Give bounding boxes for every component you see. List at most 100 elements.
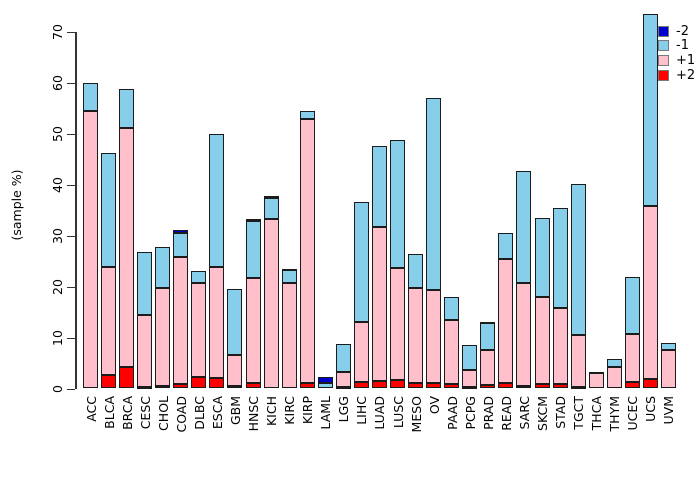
x-label-KICH: KICH — [264, 395, 280, 426]
x-label-OV: OV — [426, 395, 442, 414]
bar-segment-TGCT-+1 — [570, 335, 586, 387]
y-tick — [67, 31, 75, 34]
bar-segment-CESC-+2 — [137, 387, 153, 390]
x-label-KIRC: KIRC — [282, 395, 298, 425]
bar-segment-SARC--1 — [516, 170, 532, 284]
bar-segment-HNSC--1 — [245, 220, 261, 279]
bar-segment-STAD-+1 — [552, 307, 568, 385]
bar-segment-THCA-+1 — [588, 373, 604, 389]
legend-swatch--2 — [658, 25, 669, 37]
bar-segment-LUAD-+2 — [371, 381, 387, 389]
legend-row-+1: +1 — [658, 53, 695, 68]
y-tick — [67, 337, 75, 340]
legend-label--1: -1 — [676, 38, 689, 54]
bar-segment-TGCT-+2 — [570, 386, 586, 389]
x-label-TGCT: TGCT — [571, 395, 587, 430]
bar-segment-ESCA-+2 — [209, 378, 225, 389]
x-label-THYM: THYM — [607, 395, 623, 431]
bar-segment-LUSC--1 — [390, 139, 406, 269]
bar-segment-COAD--1 — [173, 233, 189, 257]
x-label-LAML: LAML — [318, 395, 334, 430]
x-label-SARC: SARC — [516, 395, 532, 430]
bar-segment-LGG--1 — [335, 343, 351, 373]
y-tick — [67, 286, 75, 289]
legend-row--2: -2 — [658, 24, 695, 39]
bar-segment-LIHC--1 — [353, 201, 369, 322]
legend-swatch--1 — [658, 40, 669, 52]
x-label-DLBC: DLBC — [191, 395, 207, 430]
legend-swatch-+1 — [658, 54, 669, 66]
bar-segment-PAAD--1 — [444, 296, 460, 320]
bar-segment-ACC-+1 — [83, 111, 98, 389]
bar-segment-CHOL--1 — [155, 246, 171, 289]
bar-segment-COAD--2 — [173, 230, 189, 234]
bar-segment-BRCA-+2 — [119, 366, 135, 389]
x-label-ACC: ACC — [83, 395, 99, 422]
x-label-LUAD: LUAD — [372, 395, 388, 430]
x-label-UVM: UVM — [661, 395, 677, 425]
bar-segment-CESC-+1 — [137, 314, 153, 388]
bar-segment-BLCA-+1 — [101, 266, 117, 376]
x-label-PCPG: PCPG — [462, 395, 478, 430]
y-tick-label: 30 — [50, 227, 65, 244]
x-label-PAAD: PAAD — [444, 395, 460, 430]
bar-segment-MESO-+2 — [408, 382, 424, 389]
y-axis-title: (sample %) — [9, 169, 24, 241]
x-label-STAD: STAD — [553, 395, 569, 429]
bar-segment-GBM-+1 — [227, 354, 243, 386]
bar-segment-BRCA-+1 — [119, 128, 135, 367]
y-axis-line — [75, 32, 77, 389]
y-tick-label: 50 — [50, 125, 65, 142]
bar-segment-PAAD-+1 — [444, 319, 460, 385]
y-tick-label: 10 — [50, 329, 65, 346]
y-tick-label: 60 — [50, 74, 65, 91]
x-label-LUSC: LUSC — [390, 395, 406, 428]
bar-segment-LAML--1 — [317, 382, 333, 389]
bar-segment-LIHC-+1 — [353, 321, 369, 382]
bar-segment-HNSC--2 — [245, 219, 261, 222]
bar-segment-THYM-+1 — [606, 367, 622, 389]
x-label-HNSC: HNSC — [246, 395, 262, 431]
bar-segment-HNSC-+1 — [245, 278, 261, 384]
y-tick — [67, 184, 75, 187]
bar-segment-UCS-+2 — [642, 379, 658, 389]
bar-segment-OV--1 — [426, 98, 442, 291]
bar-segment-READ--1 — [498, 233, 514, 260]
x-label-BLCA: BLCA — [101, 395, 117, 429]
x-label-CHOL: CHOL — [155, 395, 171, 431]
bar-segment-MESO--1 — [408, 253, 424, 289]
bar-segment-CHOL-+1 — [155, 288, 171, 386]
y-tick — [67, 388, 75, 390]
x-label-MESO: MESO — [408, 395, 424, 432]
x-label-SKCM: SKCM — [535, 395, 550, 431]
x-label-KIRP: KIRP — [300, 395, 316, 424]
x-label-THCA: THCA — [589, 395, 605, 430]
bar-segment-LUAD--1 — [371, 146, 387, 227]
legend-label-+1: +1 — [676, 52, 696, 68]
legend: -2 -1 +1 +2 — [658, 24, 695, 82]
legend-row-+2: +2 — [658, 68, 695, 83]
bar-segment-UCS--1 — [642, 14, 658, 207]
bar-segment-KIRC--2 — [281, 269, 297, 272]
bar-segment-STAD--1 — [552, 208, 568, 308]
bar-segment-BRCA--1 — [119, 89, 135, 129]
bar-segment-KIRC-+1 — [281, 283, 297, 389]
bar-segment-KIRP-+1 — [299, 118, 315, 384]
x-label-LGG: LGG — [336, 395, 352, 422]
bar-segment-LAML--2 — [317, 377, 333, 383]
x-label-GBM: GBM — [227, 395, 243, 425]
y-tick — [67, 133, 75, 136]
x-label-CESC: CESC — [137, 395, 153, 429]
bar-segment-LUSC-+1 — [390, 268, 406, 381]
bar-segment-KICH--2 — [263, 195, 279, 198]
x-label-READ: READ — [498, 395, 514, 431]
legend-row--1: -1 — [658, 39, 695, 54]
bar-segment-UCEC--1 — [624, 277, 640, 334]
y-tick-label: 40 — [50, 176, 65, 193]
x-label-PRAD: PRAD — [480, 395, 496, 430]
bar-segment-GBM--1 — [227, 289, 243, 355]
bar-segment-HNSC-+2 — [245, 383, 261, 389]
bar-segment-PRAD--1 — [480, 323, 496, 350]
bar-segment-THYM--1 — [606, 359, 622, 368]
